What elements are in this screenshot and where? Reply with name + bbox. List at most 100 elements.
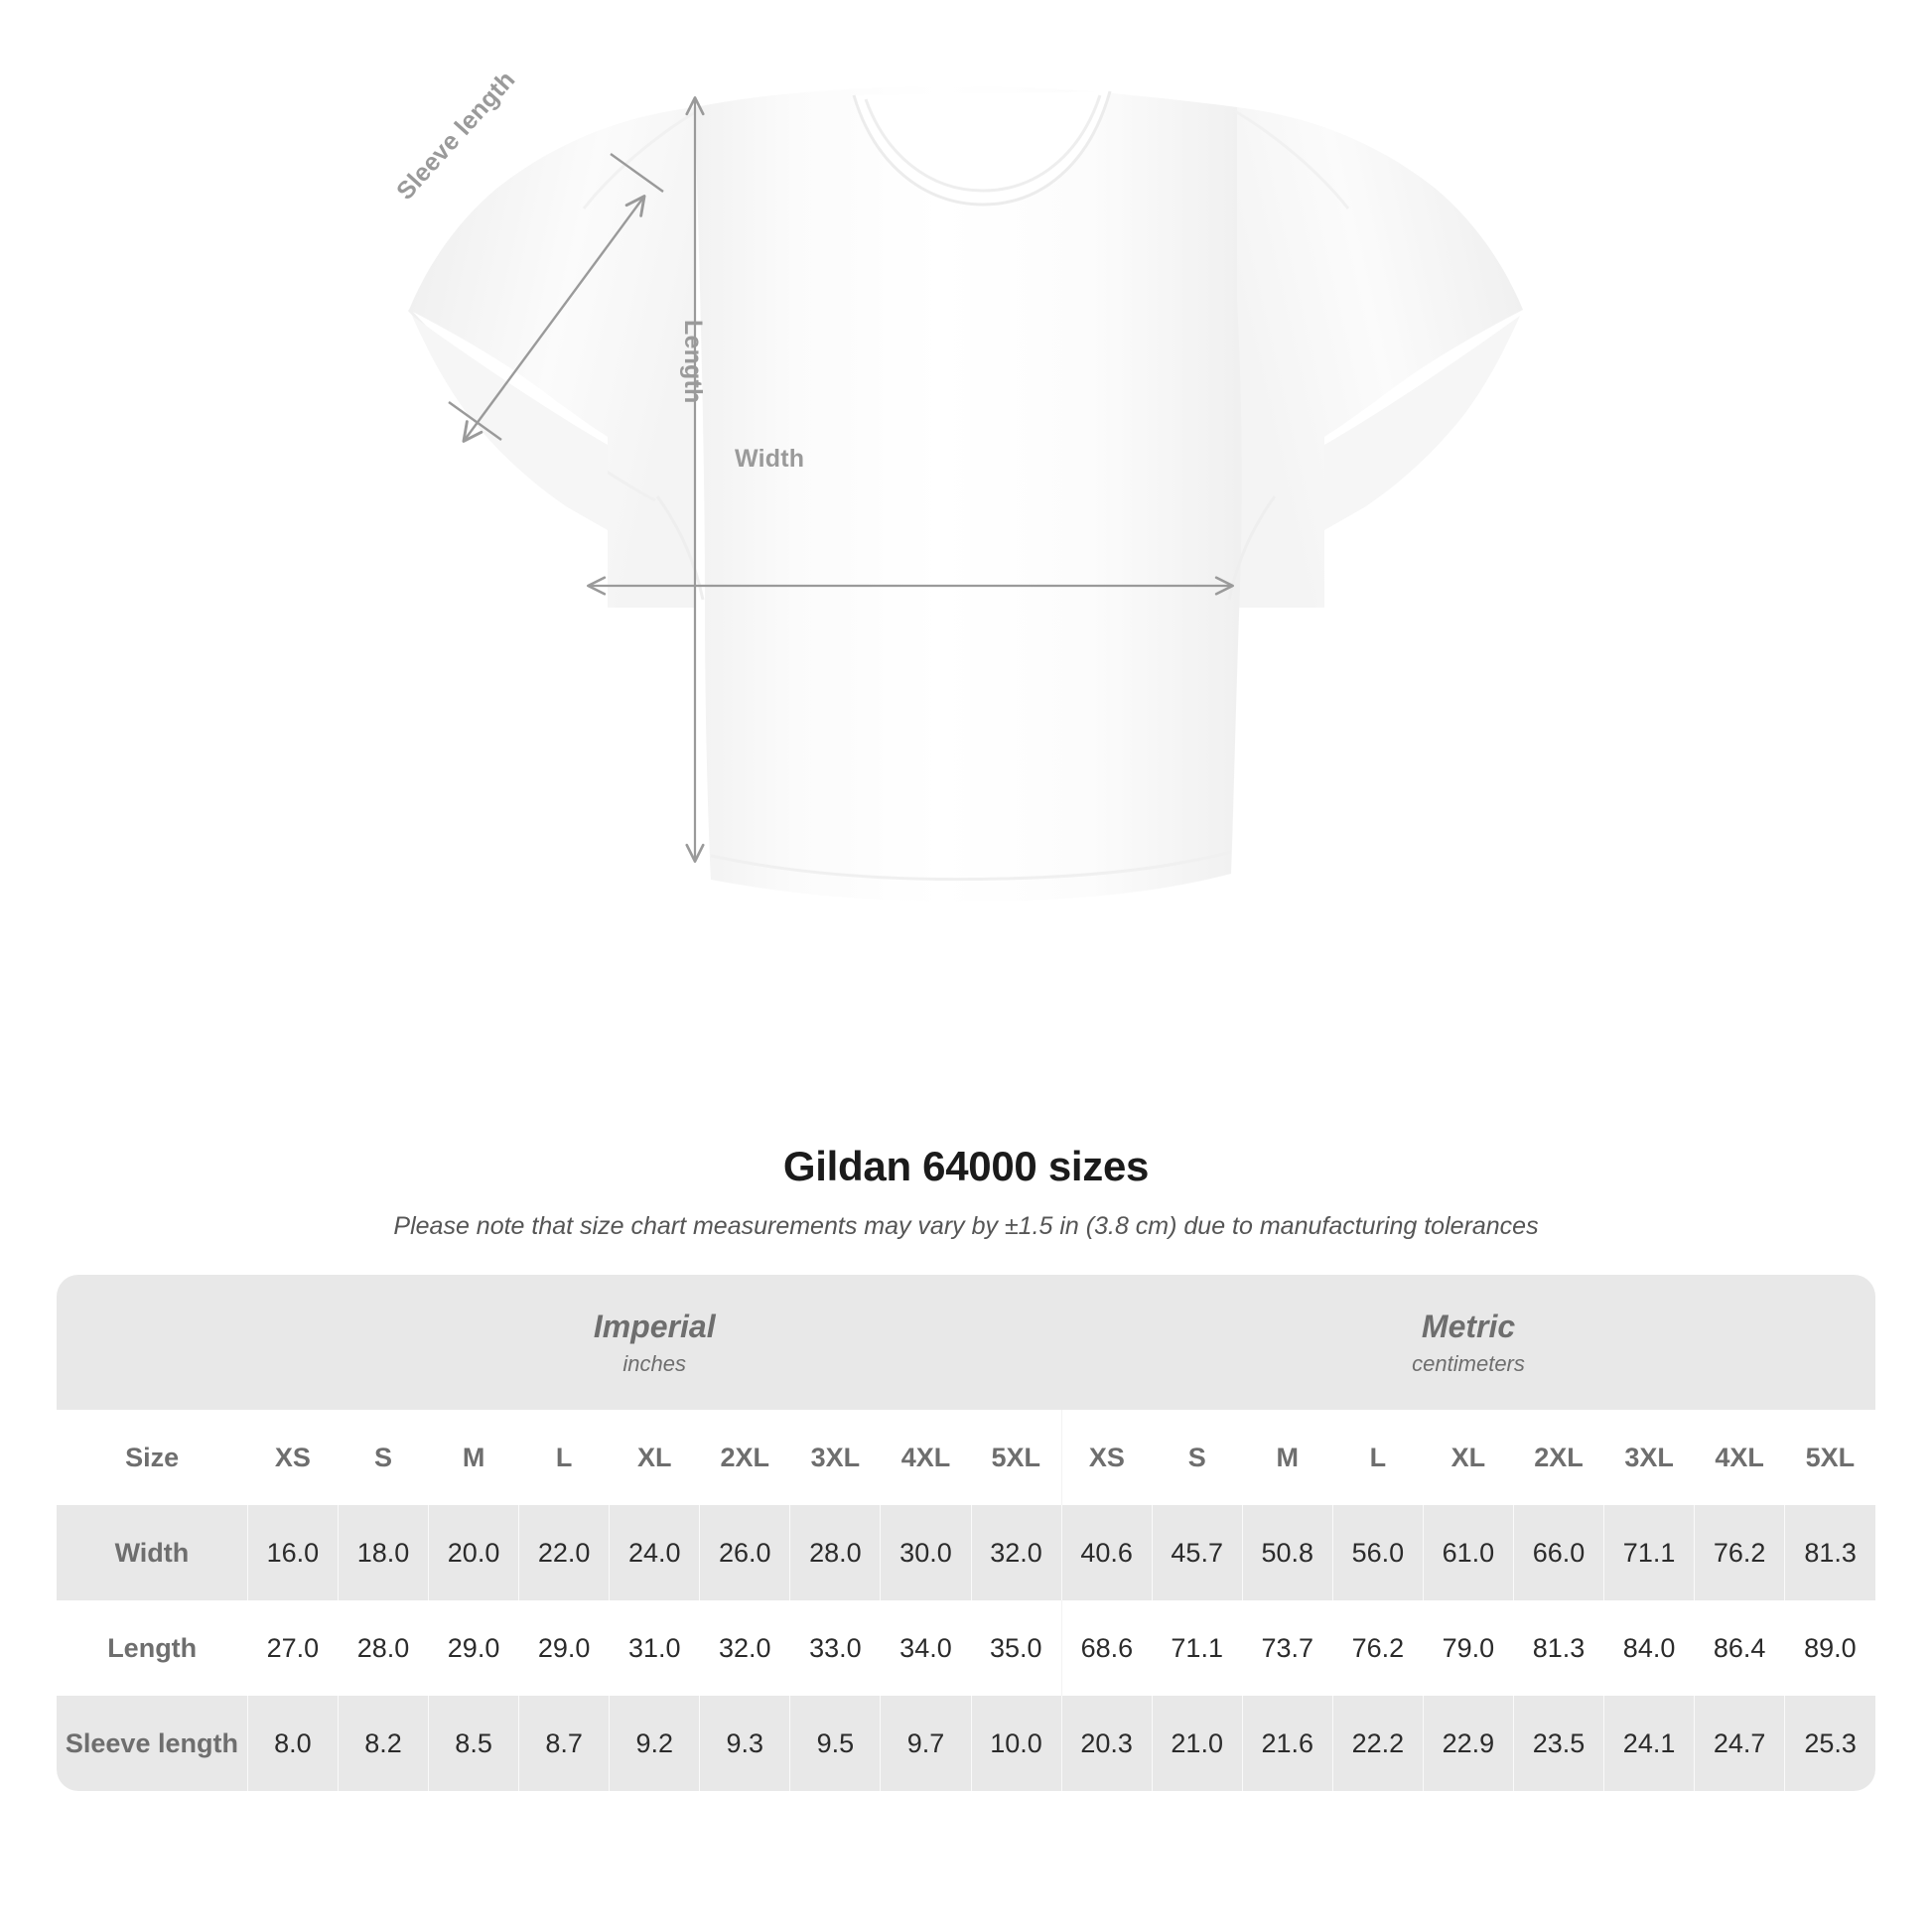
width-label: Width: [735, 445, 805, 473]
length-label: Length: [679, 320, 707, 404]
cell-width-XL-in: 24.0: [609, 1505, 700, 1600]
sleeve-cap-top: [610, 153, 664, 193]
cell-sleeve-length-L-cm: 22.2: [1331, 1696, 1424, 1791]
size-header-xs-metric: XS: [1060, 1410, 1153, 1505]
unit-spacer-cell: [57, 1275, 248, 1410]
tshirt-shape: [407, 86, 1523, 902]
cell-sleeve-length-M-cm: 21.6: [1241, 1696, 1333, 1791]
cell-width-L-in: 22.0: [518, 1505, 610, 1600]
size-table-container: Imperial inches Metric centimeters Size …: [57, 1275, 1875, 1791]
cell-width-5XL-cm: 81.3: [1784, 1505, 1875, 1600]
size-header-2xl-metric: 2XL: [1513, 1410, 1604, 1505]
size-column-header: Size: [57, 1410, 248, 1505]
size-header-3xl-imperial: 3XL: [789, 1410, 881, 1505]
chart-heading: Gildan 64000 sizes Please note that size…: [0, 1143, 1932, 1241]
table-row: Sleeve length 8.0 8.2 8.5 8.7 9.2 9.3 9.5 9.7 10.…: [57, 1696, 1875, 1791]
tolerance-note: Please note that size chart measurements…: [393, 1212, 1539, 1241]
cell-length-S-cm: 71.1: [1152, 1600, 1243, 1696]
page-title: Gildan 64000 sizes: [782, 1143, 1150, 1189]
unit-group-metric-sub: centimeters: [1412, 1350, 1525, 1376]
cell-width-XS-in: 16.0: [246, 1505, 339, 1600]
size-header-4xl-metric: 4XL: [1694, 1410, 1785, 1505]
cell-length-5XL-cm: 89.0: [1784, 1600, 1875, 1696]
cell-length-5XL-in: 35.0: [971, 1600, 1062, 1696]
measurement-guides: [448, 96, 1234, 863]
size-header-l-imperial: L: [518, 1410, 610, 1505]
size-header-s-metric: S: [1152, 1410, 1243, 1505]
cell-sleeve-length-4XL-in: 9.7: [880, 1696, 971, 1791]
cell-sleeve-length-L-in: 8.7: [518, 1696, 610, 1791]
tshirt-diagram-svg: [407, 86, 1523, 902]
cell-sleeve-length-M-in: 8.5: [428, 1696, 519, 1791]
table-row: Width 16.0 18.0 20.0 22.0 24.0 26.0 28.0 30.0 32.…: [57, 1505, 1875, 1600]
cell-sleeve-length-XL-in: 9.2: [609, 1696, 700, 1791]
table-row: Length 27.0 28.0 29.0 29.0 31.0 32.0 33.0 34.0 35…: [57, 1600, 1875, 1696]
cell-length-3XL-cm: 84.0: [1603, 1600, 1695, 1696]
cell-sleeve-length-2XL-in: 9.3: [699, 1696, 790, 1791]
size-header-l-metric: L: [1332, 1410, 1424, 1505]
cell-width-4XL-in: 30.0: [880, 1505, 971, 1600]
sleeve-cap-bottom: [448, 401, 502, 441]
size-header-4xl-imperial: 4XL: [880, 1410, 971, 1505]
size-header-3xl-metric: 3XL: [1603, 1410, 1695, 1505]
cell-sleeve-length-4XL-cm: 24.7: [1694, 1696, 1785, 1791]
cell-width-M-cm: 50.8: [1241, 1505, 1333, 1600]
cell-length-S-in: 28.0: [338, 1600, 429, 1696]
cell-width-S-cm: 45.7: [1151, 1505, 1243, 1600]
cell-sleeve-length-XS-in: 8.0: [246, 1696, 339, 1791]
cell-sleeve-length-5XL-cm: 25.3: [1784, 1696, 1875, 1791]
row-label-sleeve-length: Sleeve length: [57, 1696, 248, 1791]
cell-sleeve-length-S-in: 8.2: [337, 1696, 429, 1791]
cell-sleeve-length-2XL-cm: 23.5: [1512, 1696, 1604, 1791]
unit-group-metric: Metric centimeters: [1061, 1275, 1875, 1410]
cell-width-L-cm: 56.0: [1331, 1505, 1424, 1600]
unit-group-imperial-name: Imperial: [593, 1308, 716, 1344]
cell-length-XL-in: 31.0: [609, 1600, 700, 1696]
unit-group-imperial: Imperial inches: [247, 1275, 1062, 1410]
size-header-s-imperial: S: [338, 1410, 429, 1505]
size-header-5xl-imperial: 5XL: [971, 1410, 1062, 1505]
cell-length-XS-cm: 68.6: [1060, 1600, 1153, 1696]
cell-width-3XL-in: 28.0: [789, 1505, 881, 1600]
size-header-m-imperial: M: [428, 1410, 519, 1505]
cell-sleeve-length-XL-cm: 22.9: [1422, 1696, 1514, 1791]
cell-length-2XL-cm: 81.3: [1513, 1600, 1604, 1696]
cell-width-5XL-in: 32.0: [970, 1505, 1062, 1600]
cell-sleeve-length-XS-cm: 20.3: [1060, 1696, 1153, 1791]
cell-length-XS-in: 27.0: [247, 1600, 339, 1696]
cell-width-2XL-in: 26.0: [699, 1505, 790, 1600]
unit-group-metric-name: Metric: [1421, 1308, 1516, 1344]
size-table: Imperial inches Metric centimeters Size …: [57, 1275, 1875, 1791]
cell-sleeve-length-S-cm: 21.0: [1151, 1696, 1243, 1791]
cell-length-4XL-cm: 86.4: [1694, 1600, 1785, 1696]
sleeve-length-arrow: [462, 195, 646, 443]
cell-length-L-cm: 76.2: [1332, 1600, 1424, 1696]
cell-sleeve-length-3XL-cm: 24.1: [1603, 1696, 1695, 1791]
cell-length-XL-cm: 79.0: [1423, 1600, 1514, 1696]
cell-width-XL-cm: 61.0: [1422, 1505, 1514, 1600]
cell-length-L-in: 29.0: [518, 1600, 610, 1696]
cell-length-4XL-in: 34.0: [880, 1600, 971, 1696]
cell-width-XS-cm: 40.6: [1060, 1505, 1153, 1600]
table-header-row: Size XS S M L XL 2XL 3XL 4XL 5XL XS S M L XL 2XL 3XL 4XL…: [57, 1410, 1875, 1505]
size-header-m-metric: M: [1242, 1410, 1333, 1505]
cell-length-2XL-in: 32.0: [699, 1600, 790, 1696]
cell-width-3XL-cm: 71.1: [1603, 1505, 1695, 1600]
size-header-xl-imperial: XL: [609, 1410, 700, 1505]
cell-width-M-in: 20.0: [428, 1505, 519, 1600]
cell-width-2XL-cm: 66.0: [1512, 1505, 1604, 1600]
row-label-length: Length: [57, 1600, 248, 1696]
size-header-5xl-metric: 5XL: [1784, 1410, 1875, 1505]
size-header-xs-imperial: XS: [247, 1410, 339, 1505]
size-header-2xl-imperial: 2XL: [699, 1410, 790, 1505]
cell-width-S-in: 18.0: [337, 1505, 429, 1600]
unit-group-row: Imperial inches Metric centimeters: [57, 1275, 1875, 1410]
cell-sleeve-length-5XL-in: 10.0: [970, 1696, 1062, 1791]
cell-length-M-in: 29.0: [428, 1600, 519, 1696]
cell-length-3XL-in: 33.0: [789, 1600, 881, 1696]
unit-group-imperial-sub: inches: [622, 1350, 687, 1376]
row-label-width: Width: [57, 1505, 248, 1600]
cell-width-4XL-cm: 76.2: [1694, 1505, 1785, 1600]
tshirt-illustration: Sleeve length Length Width: [391, 66, 1523, 902]
